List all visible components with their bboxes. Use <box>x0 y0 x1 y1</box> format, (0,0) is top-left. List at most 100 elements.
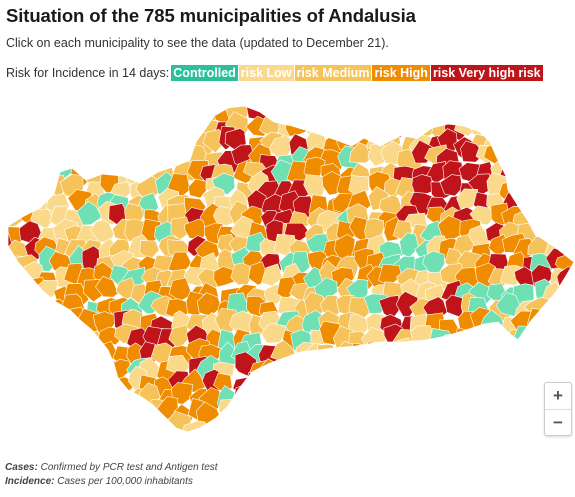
municipality[interactable] <box>34 307 60 332</box>
municipality[interactable] <box>272 358 297 382</box>
municipality[interactable] <box>24 126 48 149</box>
municipality[interactable] <box>353 101 380 123</box>
municipality[interactable] <box>64 322 88 348</box>
municipality[interactable] <box>349 142 373 164</box>
municipality[interactable] <box>0 410 10 435</box>
municipality[interactable] <box>109 150 132 171</box>
municipality[interactable] <box>293 92 320 114</box>
municipality[interactable] <box>470 368 493 394</box>
municipality[interactable] <box>95 110 121 136</box>
municipality[interactable] <box>154 142 180 168</box>
municipality[interactable] <box>548 118 573 145</box>
municipality[interactable] <box>533 120 557 143</box>
municipality[interactable] <box>49 146 76 172</box>
municipality[interactable] <box>0 332 9 354</box>
municipality[interactable] <box>429 375 451 402</box>
municipality[interactable] <box>219 419 241 443</box>
municipality[interactable] <box>273 391 299 416</box>
municipality[interactable] <box>0 276 10 302</box>
municipality[interactable] <box>542 356 567 380</box>
municipality[interactable] <box>413 358 438 381</box>
municipality[interactable] <box>348 92 371 113</box>
municipality[interactable] <box>558 206 575 232</box>
municipality[interactable] <box>475 330 496 352</box>
municipality[interactable] <box>458 100 483 122</box>
municipality[interactable] <box>517 178 543 200</box>
municipality[interactable] <box>0 225 13 247</box>
municipality[interactable] <box>487 401 509 425</box>
municipality[interactable] <box>349 118 375 141</box>
municipality[interactable] <box>470 92 495 110</box>
municipality[interactable] <box>243 372 271 398</box>
municipality[interactable] <box>0 267 16 292</box>
municipality[interactable] <box>49 116 72 140</box>
municipality[interactable] <box>564 339 575 362</box>
municipality[interactable] <box>138 113 161 138</box>
municipality[interactable] <box>7 146 35 167</box>
municipality[interactable] <box>498 143 526 166</box>
municipality[interactable] <box>301 400 327 428</box>
municipality[interactable] <box>501 401 527 424</box>
municipality[interactable] <box>487 336 511 362</box>
municipality[interactable] <box>111 419 137 442</box>
municipality[interactable] <box>105 131 128 157</box>
municipality[interactable] <box>80 414 105 437</box>
municipality[interactable] <box>425 339 446 364</box>
municipality[interactable] <box>510 130 535 159</box>
municipality[interactable] <box>471 342 495 367</box>
municipality[interactable] <box>451 419 476 441</box>
municipality[interactable] <box>459 389 482 412</box>
municipality[interactable] <box>470 401 497 423</box>
municipality[interactable] <box>540 345 566 369</box>
municipality[interactable] <box>52 92 77 108</box>
municipality[interactable] <box>38 126 60 151</box>
municipality[interactable] <box>291 105 317 127</box>
municipality[interactable] <box>495 292 522 317</box>
municipality[interactable] <box>17 401 40 428</box>
municipality[interactable] <box>0 102 11 128</box>
municipality[interactable] <box>0 115 13 138</box>
municipality[interactable] <box>82 344 108 369</box>
municipality[interactable] <box>123 129 147 151</box>
municipality[interactable] <box>391 92 418 114</box>
municipality[interactable] <box>563 277 575 303</box>
municipality[interactable] <box>542 144 568 168</box>
municipality[interactable] <box>0 395 15 421</box>
municipality[interactable] <box>138 147 162 173</box>
municipality[interactable] <box>8 284 31 306</box>
municipality[interactable] <box>8 175 30 196</box>
municipality[interactable] <box>443 92 467 114</box>
municipality[interactable] <box>556 296 575 323</box>
municipality[interactable] <box>377 355 402 383</box>
municipality[interactable] <box>0 386 12 412</box>
municipality[interactable] <box>475 413 496 440</box>
municipality[interactable] <box>469 103 491 126</box>
municipality[interactable] <box>190 92 212 111</box>
municipality[interactable] <box>123 151 150 175</box>
municipality[interactable] <box>99 141 125 165</box>
municipality[interactable] <box>519 372 543 393</box>
municipality[interactable] <box>321 100 344 125</box>
municipality[interactable] <box>397 105 420 128</box>
municipality[interactable] <box>397 389 422 413</box>
municipality[interactable] <box>108 390 129 413</box>
municipality[interactable] <box>366 372 390 396</box>
municipality[interactable] <box>94 373 118 397</box>
municipality[interactable] <box>95 275 119 298</box>
municipality[interactable] <box>20 323 42 346</box>
municipality[interactable] <box>4 418 29 444</box>
zoom-in-button[interactable]: + <box>553 386 563 405</box>
municipality[interactable] <box>182 420 208 445</box>
municipality[interactable] <box>0 188 16 210</box>
municipality[interactable] <box>368 92 394 107</box>
municipality[interactable] <box>48 134 75 161</box>
municipality[interactable] <box>3 326 27 350</box>
municipality[interactable] <box>559 97 575 123</box>
municipality[interactable] <box>390 404 415 426</box>
municipality[interactable] <box>278 398 305 421</box>
municipality[interactable] <box>529 161 552 185</box>
municipality[interactable] <box>437 99 463 122</box>
municipality[interactable] <box>453 338 477 361</box>
municipality[interactable] <box>498 338 523 364</box>
municipality[interactable] <box>112 113 137 137</box>
